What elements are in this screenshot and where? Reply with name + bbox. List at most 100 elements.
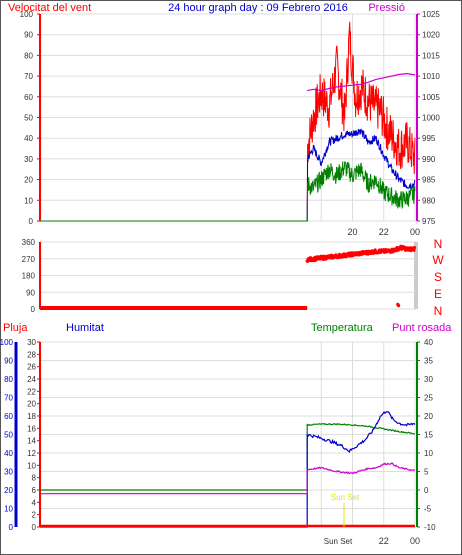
compass-label-e: E [434,287,442,301]
pressure-axis-tick-label: 980 [422,196,436,205]
compass-label-n-top: N [434,237,443,251]
temperature-axis-tick-label: 20 [424,412,433,421]
rain-axis-tick-label: 0 [32,523,37,532]
panel2-compass: N W S E N [432,237,444,318]
direction-axis-tick-label: 270 [22,255,36,264]
compass-label-n-bottom: N [434,304,443,318]
direction-point [412,246,417,250]
humidity-axis-tick-label: 20 [4,486,13,495]
rain-axis-tick-label: 26 [27,363,36,372]
temperature-axis-tick-label: 35 [424,357,433,366]
pressure-axis-tick-label: 1015 [422,51,440,60]
wind-axis-tick-label: 50 [24,114,33,123]
temperature-axis-tick-label: 40 [424,338,433,347]
rain-axis-tick-label: 14 [27,437,36,446]
pressure-axis-tick-label: 985 [422,176,436,185]
sunset-axis-label: Sun Set [324,537,353,546]
temperature-axis-tick-label: 30 [424,375,433,384]
panel1-x-tick-label: 00 [410,227,420,237]
rain-axis-tick-label: 20 [27,400,36,409]
rain-axis-tick-label: 4 [32,498,37,507]
humidity-axis-tick-label: 0 [9,523,14,532]
wind-axis-tick-label: 70 [24,72,33,81]
compass-label-s: S [434,270,442,284]
panel3-series [40,410,416,528]
panel1-axes: 0 10 20 30 40 50 60 70 80 90 100 975 980 985 990 995 100… [20,10,441,237]
humidity-axis-tick-label: 40 [4,449,13,458]
pressure-axis-tick-label: 995 [422,134,436,143]
humidity-axis-tick-label: 100 [0,338,14,347]
temperature-axis-tick-label: -10 [424,523,436,532]
wind-axis-tick-label: 100 [20,10,34,19]
pressure-axis-tick-label: 1010 [422,72,440,81]
direction-axis-tick-label: 0 [31,305,36,314]
direction-point [412,248,416,252]
rain-axis-tick-label: 18 [27,412,36,421]
panel1-x-tick-label: 22 [379,227,389,237]
humidity-axis-tick-label: 50 [4,431,13,440]
rain-label: Pluja [3,322,28,334]
rain-axis-tick-label: 10 [27,461,36,470]
sunset-annotation: Sun Set [331,493,360,502]
wind-axis-tick-label: 80 [24,51,33,60]
rain-axis-tick-label: 6 [32,486,37,495]
dewpoint-label: Punt rosada [392,322,452,334]
humidity-axis-tick-label: 90 [4,357,13,366]
wind-axis-tick-label: 0 [29,217,34,226]
wind-average-series-line [40,161,416,222]
pressure-label: Pressió [368,2,405,14]
pressure-axis-tick-label: 975 [422,217,436,226]
wind-speed-series-line [40,128,416,222]
temperature-axis-tick-label: 15 [424,431,433,440]
panel1-series [40,21,416,222]
compass-label-w: W [432,253,444,267]
panel2-series [40,244,417,310]
pressure-series-line [307,72,416,92]
chart-title: 24 hour graph day : 09 Febrero 2016 [168,2,348,14]
temperature-axis-tick-label: 5 [424,468,429,477]
rain-axis-tick-label: 22 [27,387,36,396]
rain-axis-tick-label: 2 [32,511,37,520]
temperature-axis-tick-label: 10 [424,449,433,458]
direction-axis-tick-label: 180 [22,272,36,281]
pressure-axis-tick-label: 1025 [422,10,440,19]
humidity-label: Humitat [66,322,104,334]
rain-axis-tick-label: 30 [27,338,36,347]
pressure-axis-tick-label: 990 [422,155,436,164]
wind-axis-tick-label: 30 [24,155,33,164]
rain-axis-tick-label: 12 [27,449,36,458]
wind-speed-label: Velocitat del vent [8,2,91,14]
rain-axis-tick-label: 8 [32,474,37,483]
humidity-axis-tick-label: 60 [4,412,13,421]
panel1-x-tick-label: 20 [347,227,357,237]
panel3-x-tick-label: 00 [410,536,420,546]
rain-axis-tick-label: 16 [27,424,36,433]
direction-axis-tick-label: 360 [22,238,36,247]
wind-axis-tick-label: 40 [24,134,33,143]
direction-axis-tick-label: 90 [26,288,35,297]
wind-axis-tick-label: 90 [24,31,33,40]
wind-axis-tick-label: 20 [24,176,33,185]
panel2-axes: 0 90 180 270 360 [22,238,418,314]
direction-point [396,304,401,308]
rain-axis-tick-label: 28 [27,350,36,359]
humidity-series-line [40,410,416,528]
temperature-axis-tick-label: -5 [424,505,432,514]
wind-axis-tick-label: 10 [24,196,33,205]
wind-axis-tick-label: 60 [24,93,33,102]
panel3-axes: 0102030405060708090100024681012141618202… [0,338,436,546]
humidity-axis-tick-label: 10 [4,505,13,514]
temperature-axis-tick-label: 0 [424,486,429,495]
pressure-axis-tick-label: 1005 [422,93,440,102]
humidity-axis-tick-label: 30 [4,468,13,477]
pressure-axis-tick-label: 1000 [422,114,440,123]
temperature-series-line [40,422,415,491]
humidity-axis-tick-label: 70 [4,394,13,403]
temperature-axis-tick-label: 25 [424,394,433,403]
humidity-axis-tick-label: 80 [4,375,13,384]
panel3-x-tick-label: 22 [379,536,389,546]
rain-axis-tick-label: 24 [27,375,36,384]
temperature-label: Temperatura [311,322,374,334]
